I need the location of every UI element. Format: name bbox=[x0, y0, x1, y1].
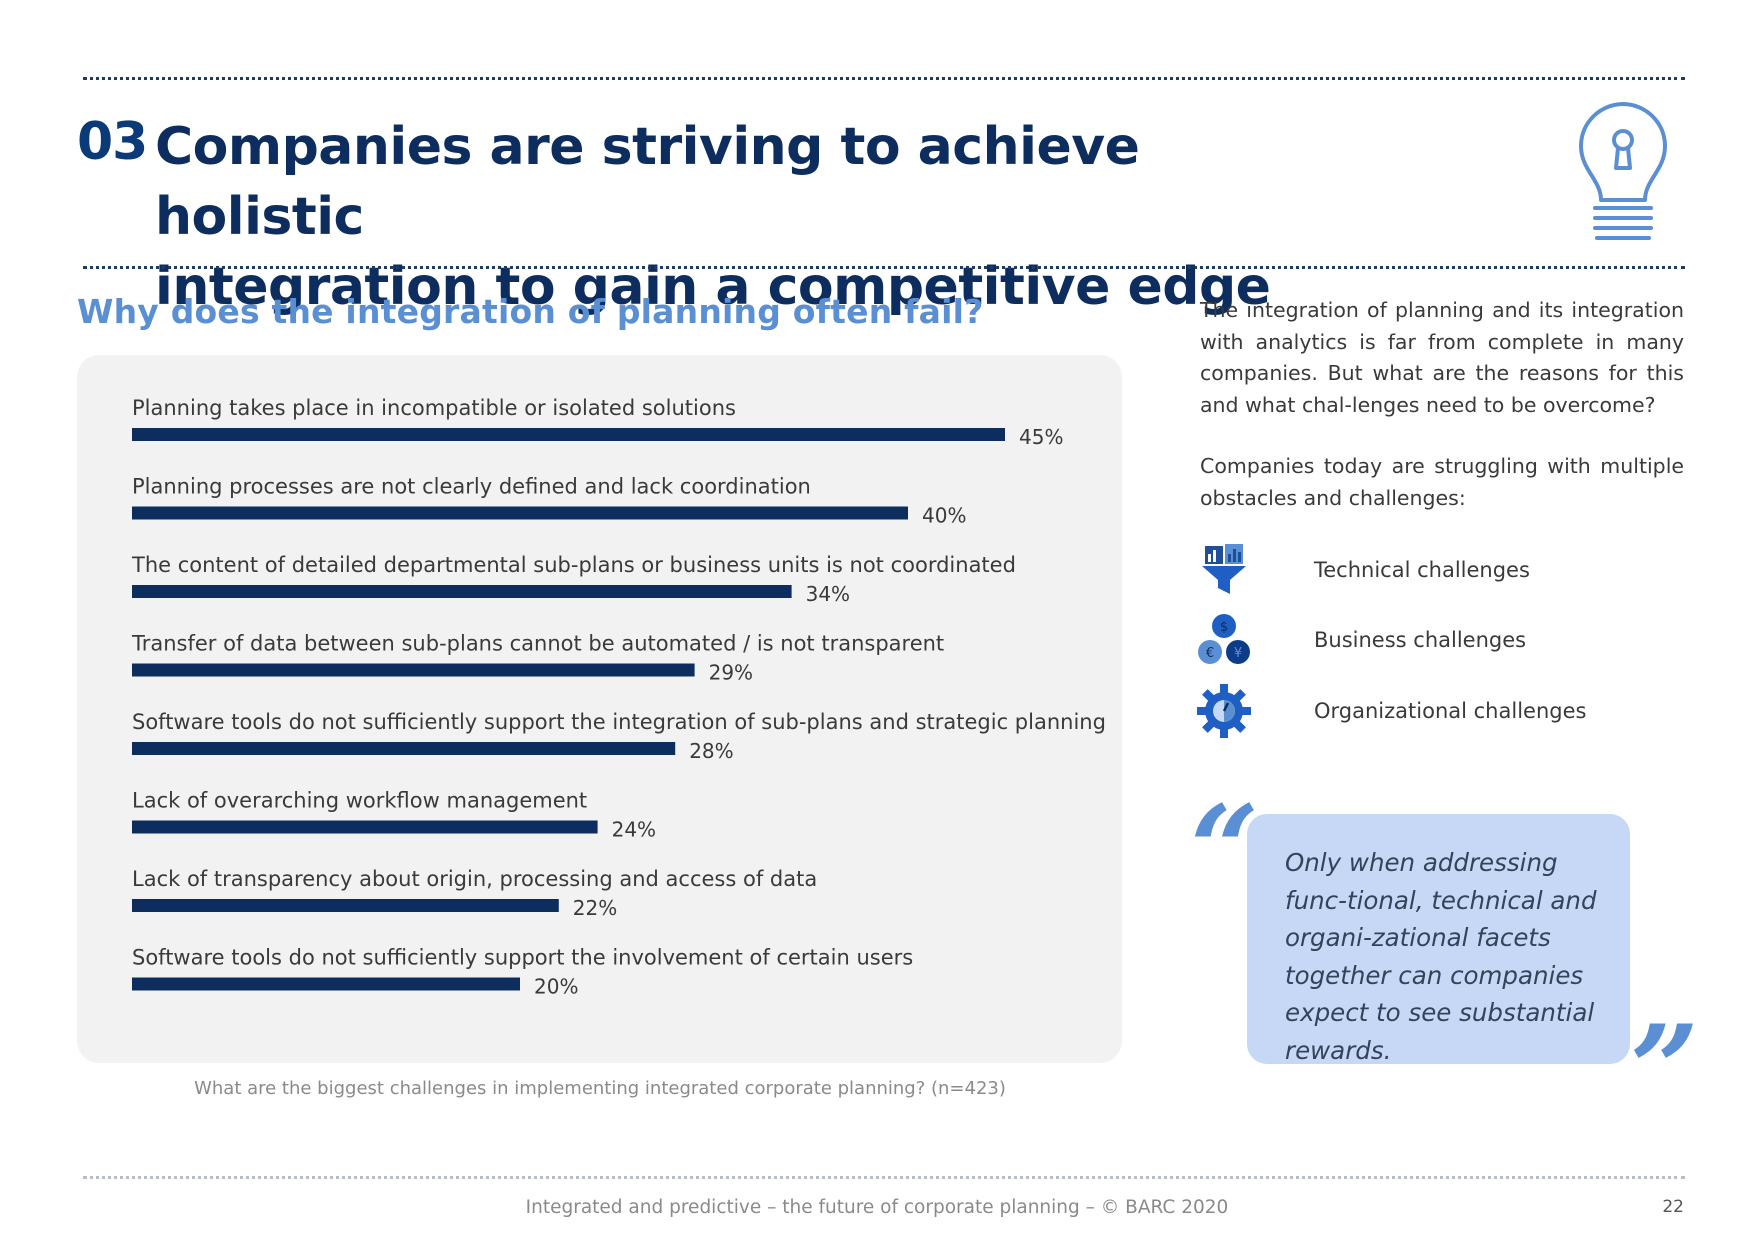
svg-text:$: $ bbox=[1220, 620, 1228, 635]
bar-category-label: Planning takes place in incompatible or … bbox=[132, 396, 736, 420]
challenge-item-business: $ € ¥ Business challenges bbox=[1196, 612, 1526, 668]
bar bbox=[132, 899, 559, 912]
footer-divider bbox=[83, 1176, 1685, 1179]
bar-chart: Planning takes place in incompatible or … bbox=[131, 396, 1106, 999]
funnel-data-icon bbox=[1202, 544, 1246, 594]
page-title: Companies are striving to achieve holist… bbox=[155, 112, 1355, 322]
chart-caption: What are the biggest challenges in imple… bbox=[194, 1078, 1006, 1099]
svg-text:¥: ¥ bbox=[1234, 646, 1242, 661]
quote-box: Only when addressing func-tional, techni… bbox=[1247, 814, 1630, 1065]
challenge-label: Business challenges bbox=[1314, 628, 1527, 652]
section-number: 03 bbox=[77, 112, 148, 172]
bar-category-label: Planning processes are not clearly defin… bbox=[132, 475, 811, 499]
currency-coins-icon: $ € ¥ bbox=[1198, 614, 1250, 664]
challenge-label: Technical challenges bbox=[1314, 558, 1530, 582]
top-divider bbox=[83, 77, 1685, 80]
challenges-intro-paragraph: Companies today are struggling with mult… bbox=[1200, 454, 1684, 510]
bar bbox=[132, 742, 676, 755]
challenge-item-organizational: Organizational challenges bbox=[1196, 683, 1586, 739]
svg-text:€: € bbox=[1206, 646, 1214, 661]
bar bbox=[132, 585, 792, 598]
page-title-line-1: Companies are striving to achieve holist… bbox=[155, 117, 1140, 247]
section-subtitle: Why does the integration of planning oft… bbox=[77, 292, 984, 331]
quote-text: Only when addressing func-tional, techni… bbox=[1285, 848, 1597, 1065]
bar-category-label: Transfer of data between sub-plans canno… bbox=[131, 632, 944, 656]
footer-text: Integrated and predictive – the future o… bbox=[525, 1197, 1229, 1218]
challenge-item-technical: Technical challenges bbox=[1196, 542, 1530, 598]
lightbulb-keyhole-icon bbox=[1579, 102, 1667, 240]
quote-close-mark: ” bbox=[1630, 999, 1700, 1140]
bar-value-label: 28% bbox=[689, 739, 733, 763]
gear-clock-icon bbox=[1197, 684, 1251, 738]
bar-category-label: Software tools do not sufficiently suppo… bbox=[132, 946, 913, 970]
chart-panel: Planning takes place in incompatible or … bbox=[77, 355, 1122, 1063]
challenge-label: Organizational challenges bbox=[1314, 699, 1587, 723]
bar-category-label: Software tools do not sufficiently suppo… bbox=[132, 710, 1106, 734]
bar-value-label: 24% bbox=[612, 818, 656, 842]
bar bbox=[132, 977, 520, 991]
bar-value-label: 29% bbox=[709, 661, 753, 685]
bar-value-label: 40% bbox=[922, 504, 966, 528]
bar-category-label: The content of detailed departmental sub… bbox=[131, 553, 1016, 577]
bar-value-label: 45% bbox=[1019, 425, 1063, 449]
bar-category-label: Lack of overarching workflow management bbox=[132, 789, 587, 813]
bar-value-label: 22% bbox=[573, 896, 617, 920]
bar bbox=[132, 428, 1005, 441]
bar bbox=[132, 663, 695, 677]
bar bbox=[132, 506, 908, 520]
header-divider bbox=[83, 266, 1685, 269]
page-number: 22 bbox=[1662, 1197, 1684, 1217]
bar bbox=[132, 820, 598, 834]
bar-value-label: 20% bbox=[534, 975, 578, 999]
intro-paragraph: The integration of planning and its inte… bbox=[1200, 298, 1684, 417]
bar-category-label: Lack of transparency about origin, proce… bbox=[132, 867, 817, 891]
bar-value-label: 34% bbox=[806, 582, 850, 606]
